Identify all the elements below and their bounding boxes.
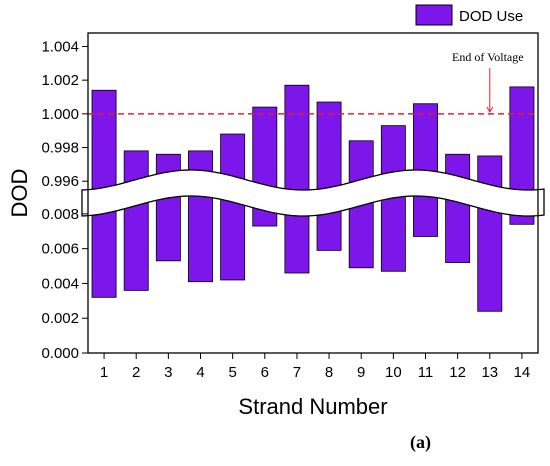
legend: DOD Use: [415, 4, 523, 26]
x-tick-label: 8: [325, 364, 333, 381]
bar-lower-3: [155, 192, 181, 262]
legend-label: DOD Use: [459, 8, 523, 25]
y-axis-title: DOD: [7, 169, 32, 218]
y-tick-label: 1.002: [41, 72, 79, 89]
panel-label: (a): [410, 432, 431, 453]
reference-label: End of Voltage: [452, 50, 524, 64]
x-tick-label: 11: [418, 364, 434, 381]
bar-lower-2: [123, 192, 149, 291]
x-tick-label: 14: [514, 364, 531, 381]
bar-upper-1: [91, 89, 117, 194]
bar-lower-5: [220, 192, 246, 281]
bar-lower-10: [380, 192, 406, 272]
bar-upper-6: [252, 106, 278, 194]
x-tick-label: 7: [293, 364, 301, 381]
y-tick-label: 0.000: [41, 345, 79, 362]
reference-arrow: [486, 68, 494, 113]
x-axis-title: Strand Number: [238, 394, 387, 419]
x-ticks: 1 2 3 4 5 6 7 8 9 10 11 12 13 14: [100, 353, 530, 381]
bar-upper-14: [509, 86, 535, 194]
bar-upper-7: [284, 84, 310, 194]
x-tick-label: 10: [385, 364, 402, 381]
y-tick-label: 0.006: [41, 241, 79, 258]
x-tick-label: 2: [132, 364, 140, 381]
x-tick-label: 13: [481, 364, 498, 381]
x-tick-label: 6: [261, 364, 269, 381]
x-tick-label: 12: [449, 364, 466, 381]
x-tick-label: 4: [196, 364, 204, 381]
plot-frame: [87, 32, 539, 354]
y-tick-label: 1.004: [41, 38, 79, 55]
x-tick-label: 5: [228, 364, 236, 381]
y-ticks: 0.996 0.998 1.000 1.002 1.004 0.000 0.002 0.004…: [41, 38, 88, 362]
x-tick-label: 9: [357, 364, 365, 381]
bar-lower-11: [413, 192, 438, 237]
bar-upper-8: [316, 101, 342, 194]
y-tick-label: 0.008: [41, 206, 79, 223]
y-tick-label: 0.002: [41, 310, 79, 327]
y-tick-label: 0.998: [41, 140, 79, 157]
y-tick-label: 0.996: [41, 173, 79, 190]
x-tick-label: 1: [100, 364, 108, 381]
bar-lower-4: [188, 192, 213, 283]
axis-break-band: [81, 169, 545, 217]
y-tick-label: 1.000: [41, 106, 79, 123]
legend-swatch: [415, 4, 453, 26]
y-tick-label: 0.004: [41, 275, 79, 292]
x-tick-label: 3: [164, 364, 172, 381]
